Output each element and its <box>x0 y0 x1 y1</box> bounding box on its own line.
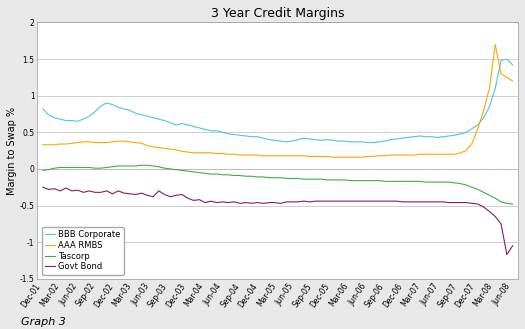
AAA RMBS <box>330 155 336 159</box>
AAA RMBS <box>509 79 516 83</box>
AAA RMBS <box>492 42 498 46</box>
BBB Corporate <box>167 121 174 125</box>
Tascorp <box>411 179 417 183</box>
Line: AAA RMBS: AAA RMBS <box>43 44 512 157</box>
Govt Bond <box>405 200 412 204</box>
BBB Corporate <box>503 57 510 61</box>
AAA RMBS <box>173 148 180 152</box>
AAA RMBS <box>167 147 174 151</box>
Line: BBB Corporate: BBB Corporate <box>43 59 512 142</box>
AAA RMBS <box>411 153 417 157</box>
Govt Bond <box>173 193 180 197</box>
Legend: BBB Corporate, AAA RMBS, Tascorp, Govt Bond: BBB Corporate, AAA RMBS, Tascorp, Govt B… <box>41 227 124 275</box>
BBB Corporate <box>40 107 46 111</box>
BBB Corporate <box>423 135 429 139</box>
Govt Bond <box>40 185 46 189</box>
Tascorp <box>179 168 185 172</box>
Govt Bond <box>260 201 266 205</box>
Text: Graph 3: Graph 3 <box>21 317 66 327</box>
Govt Bond <box>503 253 510 257</box>
AAA RMBS <box>260 154 266 158</box>
Govt Bond <box>509 244 516 248</box>
Govt Bond <box>167 195 174 199</box>
BBB Corporate <box>150 116 156 120</box>
Line: Tascorp: Tascorp <box>43 165 512 204</box>
BBB Corporate <box>173 123 180 127</box>
Tascorp <box>266 176 272 180</box>
BBB Corporate <box>364 140 371 144</box>
Tascorp <box>173 168 180 172</box>
AAA RMBS <box>40 143 46 147</box>
Line: Govt Bond: Govt Bond <box>43 187 512 255</box>
BBB Corporate <box>509 63 516 67</box>
Tascorp <box>423 180 429 184</box>
Govt Bond <box>150 195 156 199</box>
Govt Bond <box>417 200 423 204</box>
Y-axis label: Margin to Swap %: Margin to Swap % <box>7 107 17 195</box>
BBB Corporate <box>411 135 417 139</box>
Tascorp <box>509 202 516 206</box>
Title: 3 Year Credit Margins: 3 Year Credit Margins <box>211 7 344 20</box>
Tascorp <box>40 168 46 172</box>
AAA RMBS <box>150 145 156 149</box>
Tascorp <box>138 163 144 167</box>
Tascorp <box>155 165 162 169</box>
AAA RMBS <box>423 152 429 156</box>
BBB Corporate <box>260 136 266 140</box>
